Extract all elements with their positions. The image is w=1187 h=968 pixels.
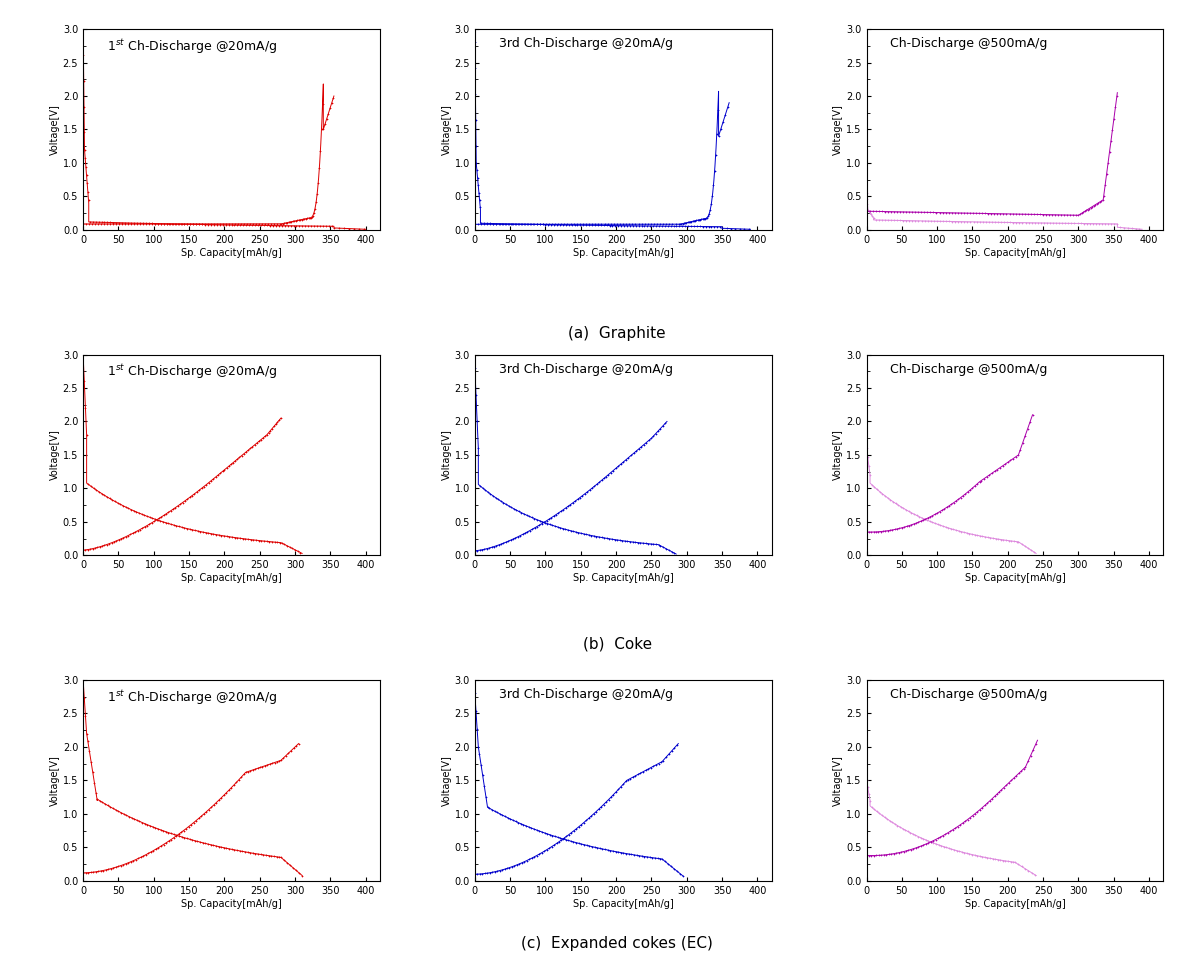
Y-axis label: Voltage[V]: Voltage[V] — [442, 104, 452, 155]
Text: $1^{st}$ Ch-Discharge @20mA/g: $1^{st}$ Ch-Discharge @20mA/g — [107, 688, 278, 707]
X-axis label: Sp. Capacity[mAh/g]: Sp. Capacity[mAh/g] — [182, 573, 281, 583]
X-axis label: Sp. Capacity[mAh/g]: Sp. Capacity[mAh/g] — [573, 573, 673, 583]
Y-axis label: Voltage[V]: Voltage[V] — [833, 104, 844, 155]
X-axis label: Sp. Capacity[mAh/g]: Sp. Capacity[mAh/g] — [965, 898, 1065, 909]
Text: (b)  Coke: (b) Coke — [583, 636, 652, 651]
Y-axis label: Voltage[V]: Voltage[V] — [50, 430, 61, 480]
Text: $1^{st}$ Ch-Discharge @20mA/g: $1^{st}$ Ch-Discharge @20mA/g — [107, 363, 278, 381]
Text: Ch-Discharge @500mA/g: Ch-Discharge @500mA/g — [890, 363, 1048, 376]
Y-axis label: Voltage[V]: Voltage[V] — [50, 755, 61, 806]
X-axis label: Sp. Capacity[mAh/g]: Sp. Capacity[mAh/g] — [573, 898, 673, 909]
Y-axis label: Voltage[V]: Voltage[V] — [50, 104, 61, 155]
X-axis label: Sp. Capacity[mAh/g]: Sp. Capacity[mAh/g] — [182, 898, 281, 909]
X-axis label: Sp. Capacity[mAh/g]: Sp. Capacity[mAh/g] — [965, 248, 1065, 257]
Y-axis label: Voltage[V]: Voltage[V] — [833, 430, 844, 480]
X-axis label: Sp. Capacity[mAh/g]: Sp. Capacity[mAh/g] — [182, 248, 281, 257]
Text: 3rd Ch-Discharge @20mA/g: 3rd Ch-Discharge @20mA/g — [499, 688, 673, 701]
Y-axis label: Voltage[V]: Voltage[V] — [833, 755, 844, 806]
Text: 3rd Ch-Discharge @20mA/g: 3rd Ch-Discharge @20mA/g — [499, 363, 673, 376]
Text: Ch-Discharge @500mA/g: Ch-Discharge @500mA/g — [890, 688, 1048, 701]
Text: (c)  Expanded cokes (EC): (c) Expanded cokes (EC) — [521, 936, 713, 952]
Y-axis label: Voltage[V]: Voltage[V] — [442, 430, 452, 480]
X-axis label: Sp. Capacity[mAh/g]: Sp. Capacity[mAh/g] — [965, 573, 1065, 583]
X-axis label: Sp. Capacity[mAh/g]: Sp. Capacity[mAh/g] — [573, 248, 673, 257]
Y-axis label: Voltage[V]: Voltage[V] — [442, 755, 452, 806]
Text: Ch-Discharge @500mA/g: Ch-Discharge @500mA/g — [890, 37, 1048, 50]
Text: $1^{st}$ Ch-Discharge @20mA/g: $1^{st}$ Ch-Discharge @20mA/g — [107, 37, 278, 56]
Text: 3rd Ch-Discharge @20mA/g: 3rd Ch-Discharge @20mA/g — [499, 37, 673, 50]
Text: (a)  Graphite: (a) Graphite — [569, 326, 666, 342]
